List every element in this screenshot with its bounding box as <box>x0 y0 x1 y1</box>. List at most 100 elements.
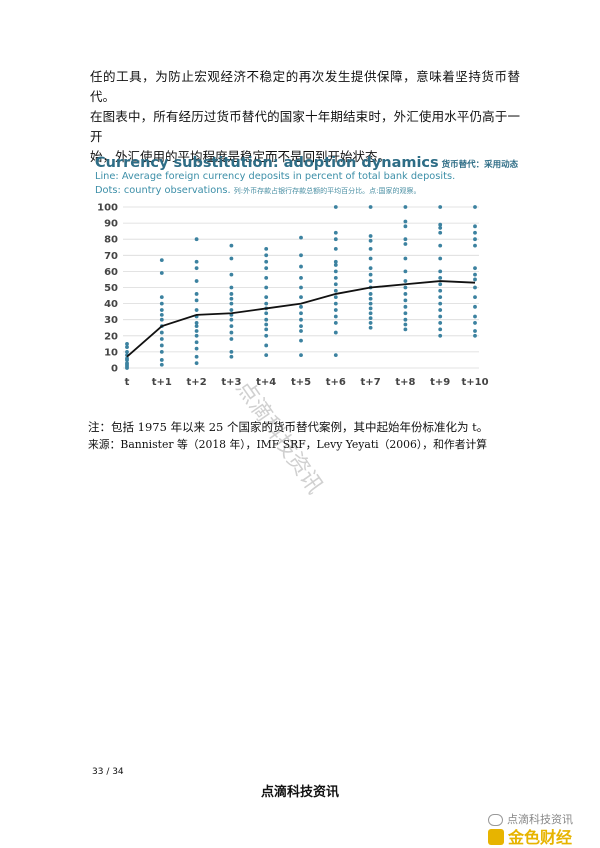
country-dot <box>159 337 164 341</box>
country-dot <box>403 327 408 332</box>
page-number: 33 / 34 <box>92 767 124 777</box>
country-dot <box>264 353 269 358</box>
country-dot <box>194 308 199 312</box>
country-dot <box>368 205 373 209</box>
country-dot <box>194 329 199 333</box>
y-tick-label: 50 <box>104 283 118 294</box>
country-dot <box>229 272 234 277</box>
country-dot <box>438 301 443 306</box>
country-dot <box>473 272 477 277</box>
country-dot <box>403 304 408 309</box>
country-dot <box>333 269 338 274</box>
x-tick-label: t+1 <box>152 377 172 388</box>
country-dot <box>403 279 408 283</box>
country-dot <box>473 295 477 300</box>
country-dot <box>159 301 164 306</box>
country-dot <box>229 292 234 296</box>
y-tick-label: 60 <box>104 267 118 278</box>
country-dot <box>368 316 373 320</box>
country-dot <box>438 321 443 325</box>
country-dot <box>194 292 199 296</box>
country-dot <box>159 312 164 317</box>
chart-source: 来源：Bannister 等（2018 年），IMF SRF，Levy Yeya… <box>88 438 488 451</box>
chart-subtitle-dots-en: Dots: country observations. <box>95 185 231 196</box>
country-dot <box>438 327 443 332</box>
country-dot <box>333 259 338 264</box>
x-tick-label: t+4 <box>256 377 276 388</box>
x-tick-label: t+9 <box>430 377 450 388</box>
country-dot <box>368 301 373 306</box>
body-paragraph: 任的工具，为防止宏观经济不稳定的再次发生提供保障，意味着坚持货币替代。 在图表中… <box>90 67 520 167</box>
country-dot <box>299 338 303 343</box>
country-dot <box>264 275 269 280</box>
y-tick-label: 80 <box>104 235 118 246</box>
country-dot <box>194 361 199 366</box>
x-tick-label: t+8 <box>395 377 415 388</box>
chart-subtitle-dots: Dots: country observations. 列:外币存款占银行存款总… <box>95 185 420 196</box>
country-dot <box>229 243 234 248</box>
country-dot <box>333 321 338 325</box>
country-dot <box>229 317 234 322</box>
country-dot <box>403 322 408 327</box>
country-dot <box>229 350 234 354</box>
country-dot <box>264 333 269 338</box>
country-dot <box>299 235 303 240</box>
country-dot <box>368 311 373 316</box>
x-tick-label: t+3 <box>221 377 241 388</box>
country-dot <box>333 295 338 300</box>
country-dot <box>333 353 338 358</box>
country-dot <box>368 306 373 311</box>
paragraph-line: 始，外汇使用的平均程度是稳定而不是回到开始状态。 <box>90 149 391 164</box>
country-dot <box>473 237 477 242</box>
country-dot <box>473 277 477 282</box>
country-dot <box>159 343 164 348</box>
wechat-account-label: 点滴科技资讯 <box>507 813 573 826</box>
country-dot <box>438 269 443 274</box>
country-dot <box>403 224 408 229</box>
country-dot <box>333 246 338 251</box>
country-dot <box>194 279 199 283</box>
chart-subtitle-zh: 列:外币存款占银行存款总额的平均百分比。点:国家的观察。 <box>233 187 421 195</box>
country-dot <box>403 311 408 316</box>
country-dot <box>194 333 199 338</box>
country-dot <box>229 354 234 359</box>
wechat-icon <box>488 814 503 826</box>
country-dot <box>368 238 373 243</box>
country-dot <box>368 246 373 251</box>
country-dot <box>368 256 373 261</box>
country-dot <box>159 308 164 312</box>
country-dot <box>125 350 129 354</box>
country-dot <box>368 296 373 301</box>
country-dot <box>299 317 303 322</box>
country-dot <box>403 205 408 209</box>
x-tick-label: t+6 <box>326 377 346 388</box>
country-dot <box>438 275 443 280</box>
country-dot <box>299 264 303 269</box>
country-dot <box>299 304 303 309</box>
country-dot <box>264 295 269 300</box>
country-dot <box>125 356 129 361</box>
country-dot <box>264 343 269 348</box>
y-tick-label: 100 <box>97 203 118 214</box>
chart-title-zh: 货币替代：采用动态 <box>441 160 519 170</box>
country-dot <box>194 324 199 329</box>
country-dot <box>333 301 338 306</box>
brand-logo: 金色财经 <box>488 824 572 848</box>
x-tick-label: t+10 <box>461 377 488 388</box>
country-dot <box>299 253 303 258</box>
country-dot <box>264 322 269 327</box>
wechat-account: 点滴科技资讯 <box>488 811 573 827</box>
country-dot <box>473 266 477 271</box>
country-dot <box>264 301 269 306</box>
country-dot <box>299 285 303 290</box>
country-dot <box>403 219 408 224</box>
country-dot <box>438 230 443 235</box>
country-dot <box>333 330 338 335</box>
country-dot <box>403 269 408 274</box>
country-dot <box>125 361 129 366</box>
country-dot <box>299 311 303 316</box>
country-dot <box>438 222 443 227</box>
country-dot <box>194 266 199 271</box>
country-dot <box>438 205 443 209</box>
country-dot <box>333 275 338 280</box>
